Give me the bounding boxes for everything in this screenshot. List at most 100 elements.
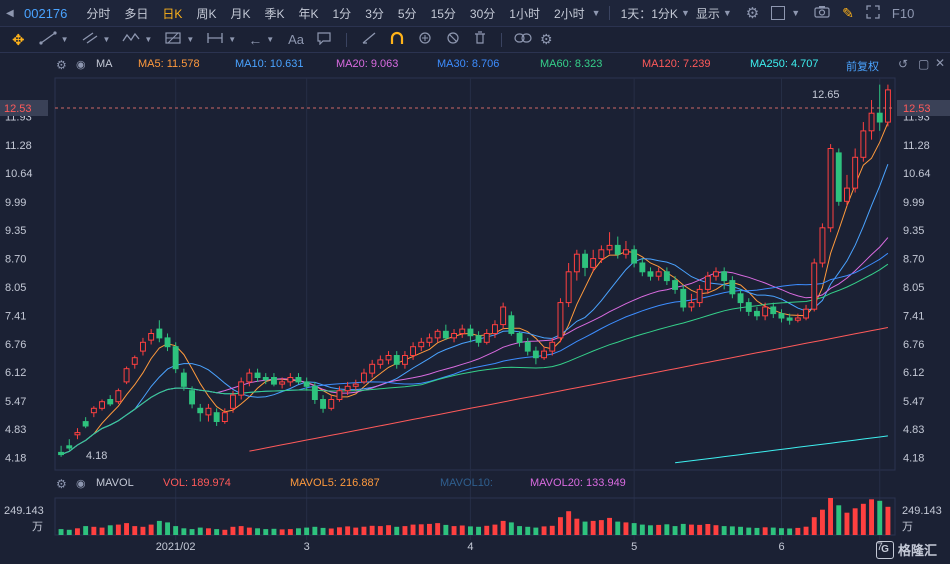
volume-bar [795,527,801,535]
checkbox-icon[interactable] [771,6,786,20]
volume-bar [328,528,334,535]
volume-bar [574,518,580,535]
tab-timeframe-13[interactable]: 2小时 [553,6,585,21]
logo-icon: G [876,540,894,559]
text-tool[interactable]: Aa [288,32,305,47]
chevron-down-icon[interactable]: ▼ [186,35,195,44]
candle-down [737,293,744,304]
volume-bar [541,526,547,535]
display-menu[interactable]: 显示 [695,6,720,21]
candle-up [885,89,891,123]
chevron-down-icon[interactable]: ▼ [591,8,601,18]
link-icon[interactable] [514,32,532,47]
candle-down [107,399,114,405]
chevron-down-icon[interactable]: ▼ [791,8,801,18]
chevron-down-icon[interactable]: ▼ [144,35,153,44]
volume-bar [787,528,793,535]
candle-up [352,383,359,387]
tab-timeframe-12[interactable]: 1小时 [509,6,540,21]
price-tick-right: 10.64 [903,168,931,180]
gear-icon[interactable]: ⚙ [56,58,67,72]
measure-tool-icon[interactable] [206,31,224,48]
tab-timeframe-9[interactable]: 5分 [397,6,417,21]
tab-timeframe-1[interactable]: 多日 [124,6,149,21]
candle-up [623,249,629,255]
candle-up [246,372,253,383]
candle-up [205,407,212,416]
chevron-down-icon[interactable]: ▼ [266,35,275,44]
chevron-down-icon[interactable]: ▼ [60,35,69,44]
volume-bar [296,528,301,535]
candle-down [180,372,187,387]
tab-timeframe-5[interactable]: 季K [264,6,285,21]
adjust-mode[interactable]: 前复权 [846,61,879,73]
expand-icon[interactable] [866,4,880,22]
chevron-down-icon[interactable]: ▼ [680,8,690,18]
tab-timeframe-4[interactable]: 月K [230,6,251,21]
candle-down [729,280,736,295]
volume-bar [885,506,891,535]
candle-down [66,445,73,449]
fibonacci-tool-icon[interactable] [164,31,182,48]
move-icon[interactable]: ✥ [12,31,25,49]
hide-icon[interactable] [445,31,461,48]
candle-up [844,187,850,202]
stock-code[interactable]: 002176 [24,5,68,21]
close-icon[interactable]: ✕ [935,56,946,70]
minimize-icon[interactable]: ▢ [918,57,930,71]
comment-icon[interactable] [316,31,332,48]
watermark: G 格隆汇 [876,540,937,559]
eye-icon[interactable]: ◉ [76,59,86,71]
candle-up [230,394,236,409]
settings-icon[interactable]: ⚙ [540,31,553,47]
refresh-lock-icon[interactable] [417,31,433,48]
price-tick-left: 4.18 [5,453,26,465]
current-price-right: 12.53 [903,103,931,115]
gear-icon[interactable]: ⚙ [56,477,67,491]
candle-up [811,262,818,310]
chevron-down-icon[interactable]: ▼ [102,35,111,44]
caret-left-icon[interactable]: ◀ [6,7,14,19]
tab-timeframe-6[interactable]: 年K [298,6,319,21]
divider [501,32,503,47]
candle-up [74,432,81,436]
tab-timeframe-3[interactable]: 周K [196,6,217,21]
tab-timeframe-2[interactable]: 日K [162,6,183,21]
line-tool-icon[interactable] [38,31,57,48]
candle-up [819,227,826,264]
trash-icon[interactable] [473,31,487,48]
volume-bar [451,526,457,535]
tab-timeframe-0[interactable]: 分时 [86,6,111,21]
period-selector[interactable]: 1天：1分K [620,6,678,21]
f10-button[interactable]: F10 [891,5,915,21]
channel-tool-icon[interactable] [81,31,99,48]
volume-bar [312,526,318,535]
volume-bar [729,526,735,535]
volume-bar [828,498,833,535]
candle-down [516,333,523,343]
tab-timeframe-10[interactable]: 15分 [430,6,456,21]
ruler-icon[interactable] [361,31,377,48]
arrow-tool-icon[interactable]: ← [248,31,263,48]
candle-down [721,271,728,282]
undo-icon[interactable]: ↺ [898,57,909,71]
tab-timeframe-7[interactable]: 1分 [332,6,352,21]
tab-timeframe-8[interactable]: 3分 [365,6,384,21]
volume-bar [165,522,170,535]
candle-up [148,333,155,341]
candle-up [500,306,507,326]
wave-tool-icon[interactable] [122,31,140,48]
chevron-down-icon[interactable]: ▼ [722,8,732,18]
camera-icon[interactable] [814,5,830,21]
candle-up [140,341,146,352]
chevron-down-icon[interactable]: ▼ [228,35,237,44]
tab-timeframe-11[interactable]: 30分 [469,6,496,21]
candle-down [835,152,842,202]
current-price-left: 12.53 [4,103,32,115]
gear-icon[interactable]: ⚙ [745,5,760,22]
eye-icon[interactable]: ◉ [76,478,86,490]
magnet-icon[interactable] [389,31,405,48]
volume-bar [558,517,563,535]
volume-bar [132,526,138,535]
pencil-icon[interactable]: ✎ [842,4,854,21]
